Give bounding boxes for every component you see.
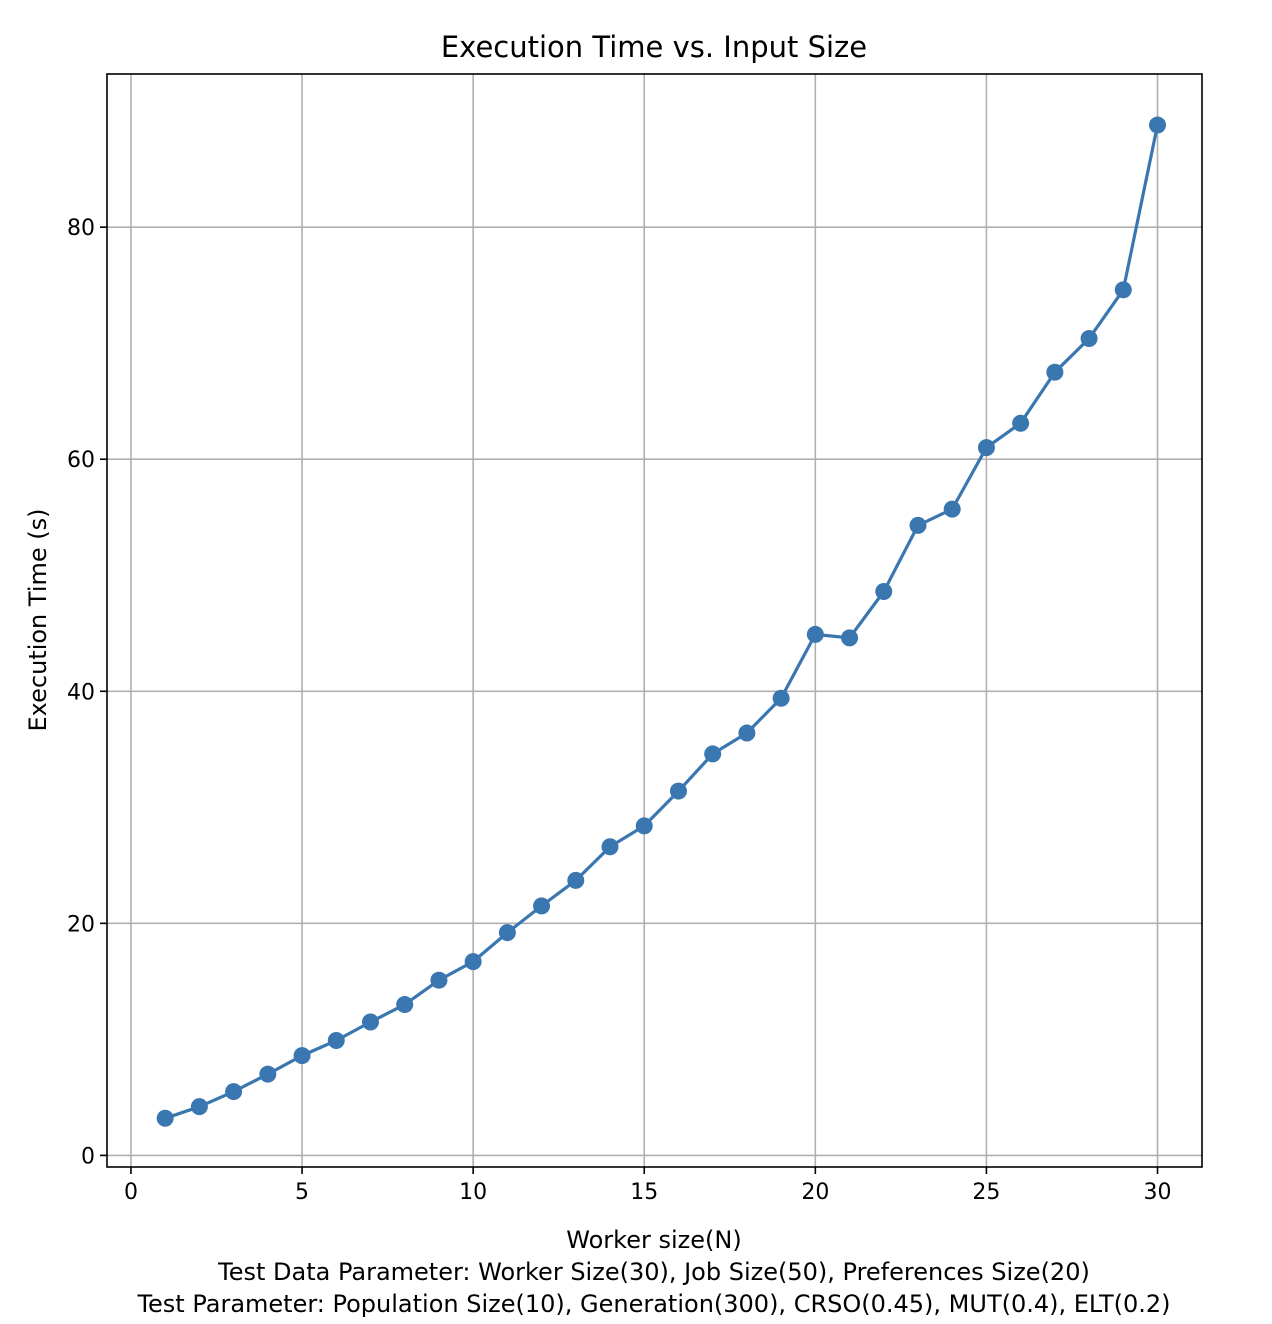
data-point <box>875 582 893 600</box>
chart-title: Execution Time vs. Input Size <box>441 30 867 64</box>
data-point <box>806 625 824 643</box>
x-tick-label: 10 <box>459 1180 487 1205</box>
data-point <box>772 689 790 707</box>
data-point <box>430 971 448 989</box>
caption-test-data: Test Data Parameter: Worker Size(30), Jo… <box>217 1258 1090 1286</box>
data-point <box>225 1083 243 1101</box>
data-point <box>738 724 756 742</box>
x-axis-label: Worker size(N) <box>566 1226 741 1254</box>
data-point <box>190 1098 208 1116</box>
data-point <box>635 817 653 835</box>
y-tick-label: 60 <box>67 448 95 473</box>
grid-layer <box>107 74 1202 1167</box>
data-point <box>464 953 482 971</box>
data-point <box>327 1032 345 1050</box>
data-point <box>156 1109 174 1127</box>
caption-test-parameter: Test Parameter: Population Size(10), Gen… <box>136 1290 1170 1318</box>
data-point <box>909 516 927 534</box>
series-layer <box>156 116 1167 1127</box>
data-point <box>1046 363 1064 381</box>
y-axis-label: Execution Time (s) <box>24 509 52 732</box>
data-point <box>841 629 859 647</box>
plot-frame <box>106 73 1203 1168</box>
y-tick-label: 80 <box>67 216 95 241</box>
ticks-layer: 0 5 10 15 20 25 30 0 20 40 60 80 <box>67 216 1172 1205</box>
y-tick-label: 40 <box>67 680 95 705</box>
data-point <box>601 838 619 856</box>
x-tick-label: 5 <box>295 1180 309 1205</box>
data-point <box>1114 281 1132 299</box>
x-tick-label: 30 <box>1144 1180 1172 1205</box>
data-point <box>293 1047 311 1065</box>
data-point <box>361 1013 379 1031</box>
x-tick-label: 25 <box>972 1180 1000 1205</box>
series-line <box>163 123 1160 1120</box>
data-point <box>1080 330 1098 348</box>
x-tick-label: 20 <box>801 1180 829 1205</box>
data-point <box>943 500 961 518</box>
x-tick-label: 15 <box>630 1180 658 1205</box>
data-point <box>1012 414 1030 432</box>
data-point <box>533 897 551 915</box>
x-tick-label: 0 <box>124 1180 138 1205</box>
y-tick-label: 20 <box>67 912 95 937</box>
data-point <box>498 924 516 942</box>
data-point <box>669 782 687 800</box>
data-point <box>977 439 995 457</box>
data-point <box>1149 116 1167 134</box>
data-point <box>259 1065 277 1083</box>
y-tick-label: 0 <box>81 1144 95 1169</box>
data-point <box>396 996 414 1014</box>
data-point <box>567 871 585 889</box>
data-point <box>704 745 722 763</box>
